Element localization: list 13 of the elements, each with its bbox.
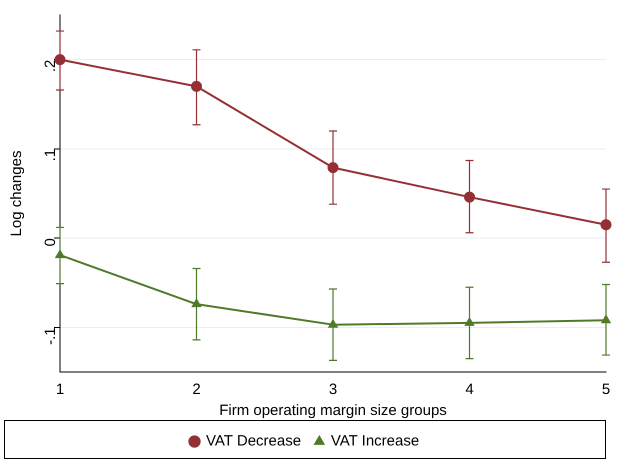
x-tick-label: 3 — [328, 381, 338, 398]
y-tick-label: 0 — [42, 238, 60, 246]
legend-label: VAT Increase — [330, 432, 420, 450]
x-axis-title: Firm operating margin size groups — [219, 402, 447, 420]
x-tick-label: 2 — [192, 381, 201, 398]
x-tick-label: 5 — [602, 381, 610, 398]
y-tick-label: .1 — [42, 148, 60, 162]
y-tick-label: -.1 — [42, 327, 60, 345]
y-tick-label: .2 — [42, 60, 60, 72]
legend-label: VAT Decrease — [206, 432, 302, 450]
y-axis-title: Log changes — [8, 150, 26, 236]
x-tick-label: 1 — [56, 381, 64, 398]
x-tick-label: 4 — [465, 381, 474, 398]
